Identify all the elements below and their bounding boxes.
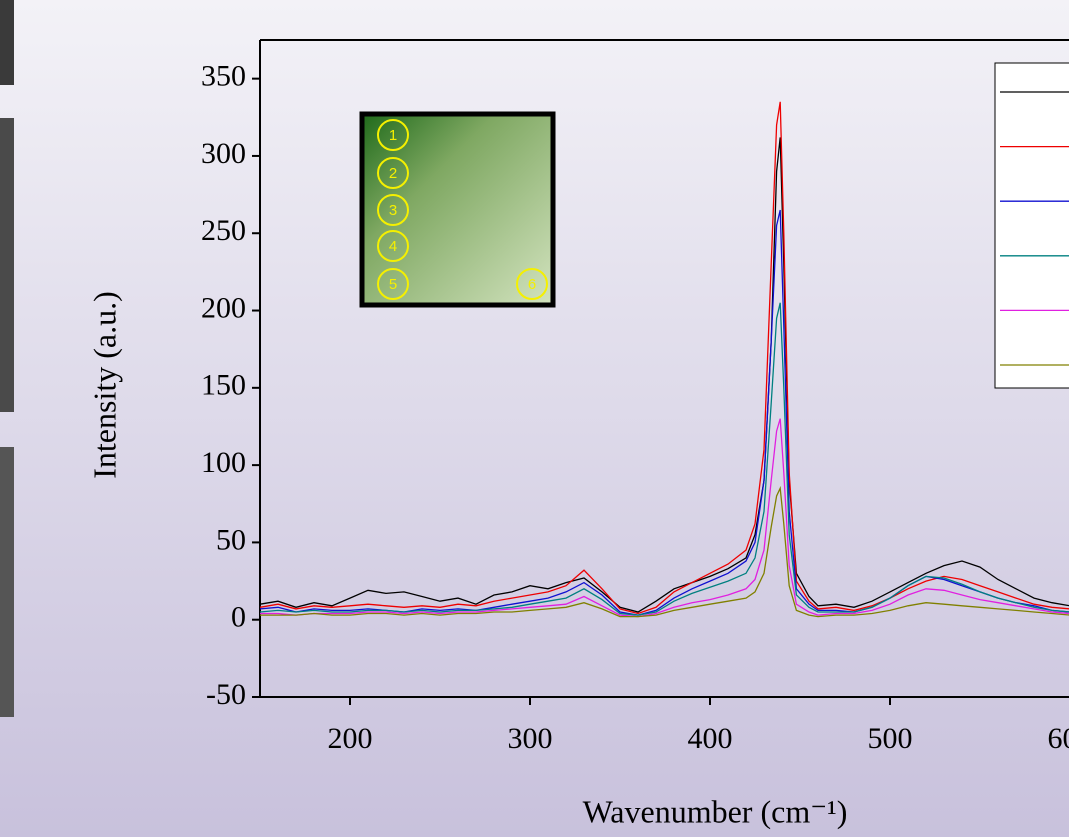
x-axis-label: Wavenumber (cm⁻¹) [583,793,848,829]
y-tick-label: -50 [206,678,246,711]
inset-label: 6 [528,276,536,293]
y-tick-label: 300 [201,137,246,170]
y-tick-label: 250 [201,214,246,247]
y-tick-label: 0 [231,601,246,634]
series-line [259,137,1069,613]
x-tick-label: 400 [688,722,733,755]
legend [994,62,1069,389]
inset-label: 3 [389,202,397,219]
series-line [259,101,1069,615]
inset-marker [516,268,548,300]
x-tick-label: 600 [1048,722,1069,755]
side-image [0,447,14,717]
x-tick-label: 200 [328,722,373,755]
y-tick-label: 200 [201,291,246,324]
y-tick-label: 100 [201,446,246,479]
inset-marker [377,268,409,300]
series-line [259,302,1069,616]
side-image [0,118,14,412]
inset-label: 4 [389,238,397,255]
y-tick-label: 50 [216,523,246,556]
inset-marker [377,230,409,262]
inset-marker [377,194,409,226]
inset-label: 2 [389,165,397,182]
inset-marker [377,119,409,151]
side-image [0,0,14,85]
y-axis-label: Intensity (a.u.) [86,291,122,479]
y-tick-label: 150 [201,369,246,402]
x-tick-label: 300 [508,722,553,755]
series-line [260,418,1069,618]
x-tick-label: 500 [868,722,913,755]
y-tick-label: 350 [201,60,246,93]
series-line [260,485,1069,618]
inset-marker [377,157,409,189]
inset-label: 1 [389,127,397,144]
inset-label: 5 [389,276,397,293]
